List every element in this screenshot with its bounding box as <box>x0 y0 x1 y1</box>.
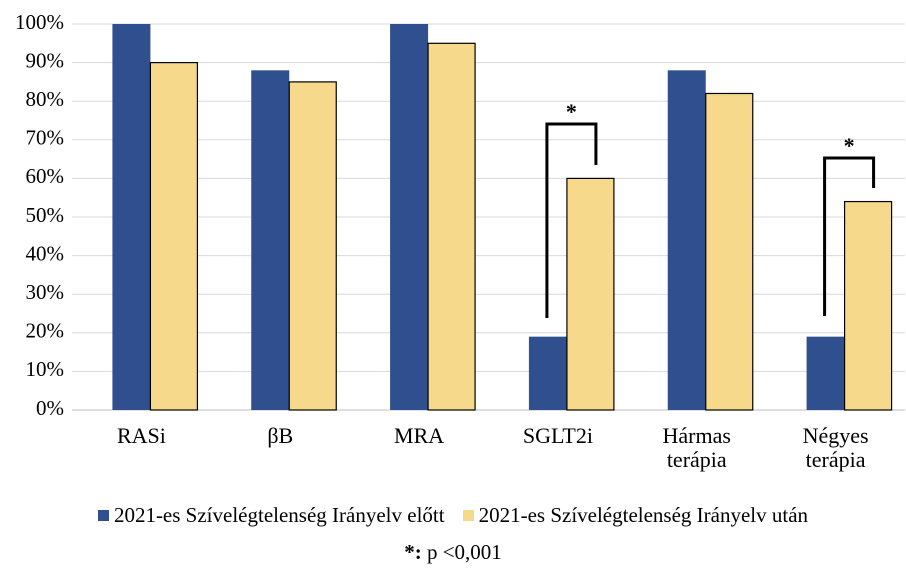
y-tick-label: 60% <box>26 164 65 188</box>
y-tick-label: 90% <box>26 48 65 72</box>
bar <box>112 24 151 410</box>
footnote-symbol: *: <box>404 540 422 564</box>
x-tick-label: Négyes terápia <box>802 423 869 472</box>
legend-label: 2021-es Szívelégtelenség Irányelv után <box>478 503 809 527</box>
y-tick-label: 20% <box>26 319 65 343</box>
x-tick-label: Hármas terápia <box>662 423 731 472</box>
bar <box>390 24 429 410</box>
bar <box>288 81 337 411</box>
y-tick-label: 50% <box>26 203 65 227</box>
y-tick-label: 30% <box>26 280 65 304</box>
bar <box>843 200 893 411</box>
significance-marker: * <box>566 99 577 124</box>
footnote: *: p <0,001 <box>0 540 906 565</box>
y-tick-label: 80% <box>26 87 65 111</box>
bar <box>806 336 845 410</box>
bar <box>705 92 754 411</box>
legend: 2021-es Szívelégtelenség Irányelv előtt 2… <box>0 503 906 528</box>
x-tick-label: RASi <box>116 423 166 448</box>
y-tick-label: 10% <box>26 357 65 381</box>
bar <box>251 70 290 410</box>
y-tick-label: 70% <box>26 126 65 150</box>
significance-bracket <box>823 156 876 316</box>
bar <box>149 61 199 411</box>
bar <box>427 42 476 411</box>
x-tick-label: βB <box>267 423 294 448</box>
legend-swatch <box>462 510 474 521</box>
x-tick-label: MRA <box>394 423 445 448</box>
bar <box>566 177 615 411</box>
significance-bracket <box>545 122 598 318</box>
legend-label: 2021-es Szívelégtelenség Irányelv előtt <box>113 503 445 527</box>
plot: 0% 10% 20% 30% 40% 50% 60% 70% 80% 90% 100% * * <box>15 10 905 420</box>
y-tick-label: 40% <box>26 241 65 265</box>
legend-item: 2021-es Szívelégtelenség Irányelv előtt <box>97 503 445 528</box>
bar <box>528 336 567 410</box>
legend-item: 2021-es Szívelégtelenség Irányelv után <box>462 503 809 528</box>
y-tick-label: 0% <box>36 396 64 420</box>
legend-swatch <box>97 510 109 521</box>
footnote-text: p <0,001 <box>426 540 502 564</box>
significance-marker: * <box>844 133 855 158</box>
bar <box>667 70 706 410</box>
y-tick-label: 100% <box>15 10 64 34</box>
x-tick-label: SGLT2i <box>522 423 593 448</box>
